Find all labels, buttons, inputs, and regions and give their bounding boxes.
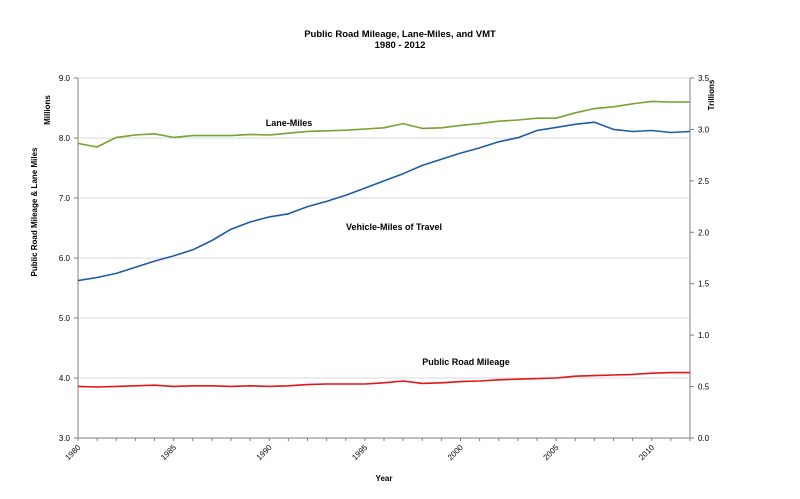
y-left-tick-label: 9.0 <box>59 74 71 83</box>
x-axis-title: Year <box>376 474 393 483</box>
label-lane-miles: Lane-Miles <box>266 118 313 128</box>
y-left-tick-label: 6.0 <box>59 254 71 263</box>
y-left-tick-label: 7.0 <box>59 194 71 203</box>
tick-labels: 3.0 4.0 5.0 6.0 7.0 8.0 9.0 0.0 0.5 1.0 1.5 2.0 2.5 3… <box>59 74 710 462</box>
x-tick-label: 2000 <box>446 443 465 462</box>
chart-subtitle: 1980 - 2012 <box>375 40 426 51</box>
y-left-tick-label: 5.0 <box>59 314 71 323</box>
series-line-lane-miles <box>77 100 690 148</box>
chart-title: Public Road Mileage, Lane-Miles, and VMT <box>304 29 496 40</box>
y-right-tick-label: 2.5 <box>698 177 710 186</box>
y-right-tick-label: 3.0 <box>698 125 710 134</box>
x-tick-label: 1995 <box>350 443 369 462</box>
x-tick-label: 2010 <box>637 443 656 462</box>
y-left-tick-label: 8.0 <box>59 134 71 143</box>
y-right-tick-label: 3.5 <box>698 74 710 83</box>
left-axis-title: Public Road Mileage & Lane Miles <box>30 147 39 276</box>
right-units-label: Trillions <box>707 79 716 110</box>
label-public-road-mileage: Public Road Mileage <box>422 357 510 367</box>
series-line-public-road-mileage <box>77 371 690 388</box>
gridlines <box>78 77 690 379</box>
y-left-tick-label: 4.0 <box>59 374 71 383</box>
left-units-label: Millions <box>43 95 52 125</box>
series-line-vehicle-miles-of-travel <box>77 121 691 282</box>
x-tick-label: 1990 <box>255 443 274 462</box>
label-vmt: Vehicle-Miles of Travel <box>346 222 442 232</box>
series-lines <box>77 100 691 388</box>
y-right-tick-label: 1.0 <box>698 331 710 340</box>
y-right-tick-label: 2.0 <box>698 228 710 237</box>
y-right-tick-label: 1.5 <box>698 280 710 289</box>
x-tick-label: 1980 <box>63 443 82 462</box>
x-tick-label: 1985 <box>159 443 178 462</box>
y-right-tick-label: 0.5 <box>698 383 710 392</box>
y-right-tick-label: 0.0 <box>698 434 710 443</box>
x-tick-label: 2005 <box>542 443 561 462</box>
y-left-tick-label: 3.0 <box>59 434 71 443</box>
